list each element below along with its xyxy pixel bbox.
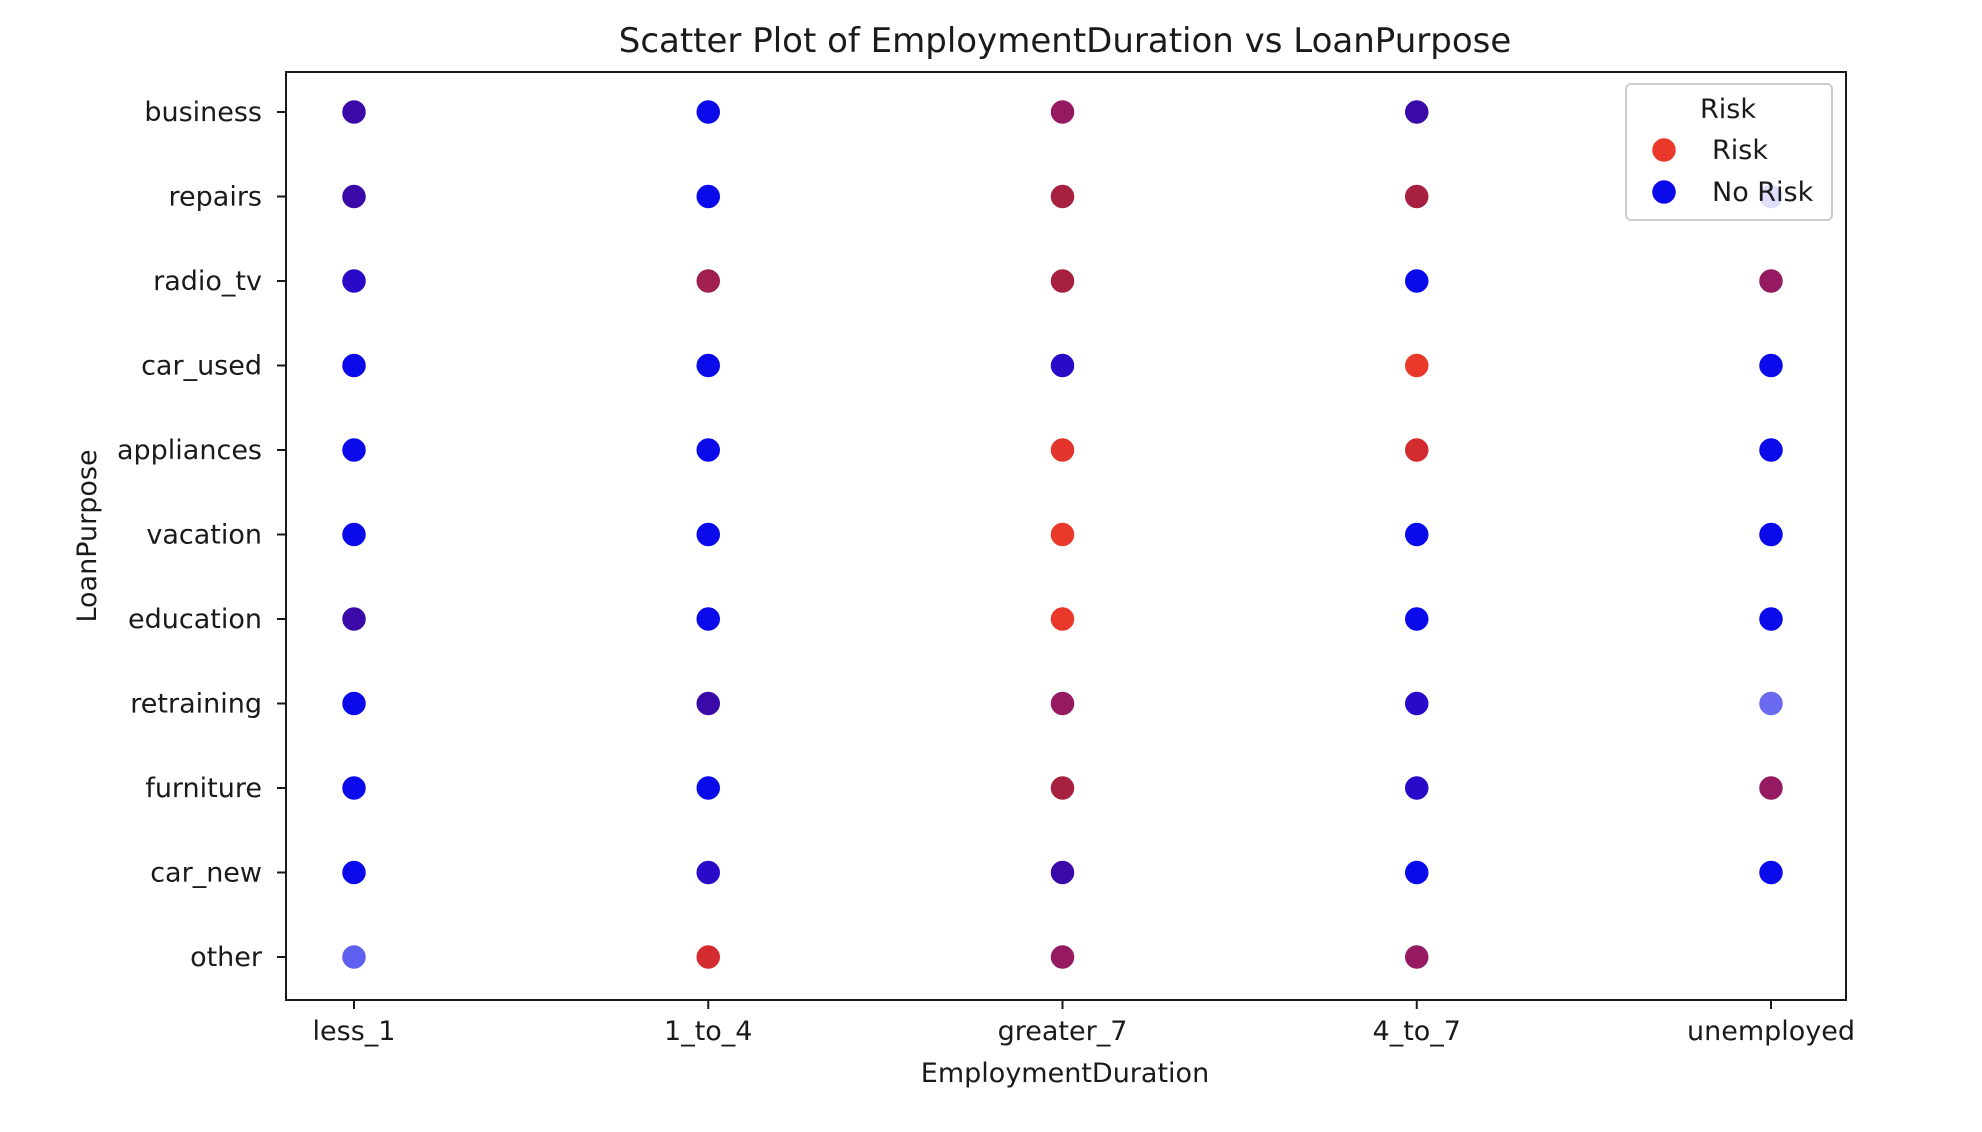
scatter-point bbox=[340, 690, 368, 717]
scatter-point bbox=[1403, 943, 1430, 971]
scatter-point bbox=[1049, 605, 1076, 633]
scatter-point bbox=[695, 859, 722, 886]
y-axis-label: LoanPurpose bbox=[72, 449, 103, 622]
scatter-point bbox=[695, 690, 722, 717]
scatter-point bbox=[1757, 521, 1785, 548]
y-tick-label: furniture bbox=[145, 773, 262, 804]
chart-title: Scatter Plot of EmploymentDuration vs Lo… bbox=[619, 21, 1512, 61]
x-tick-label: 1_to_4 bbox=[664, 1016, 752, 1047]
scatter-point bbox=[1403, 521, 1430, 548]
scatter-point bbox=[1403, 98, 1430, 126]
scatter-point bbox=[1049, 183, 1076, 210]
scatter-point bbox=[695, 605, 722, 633]
scatter-point bbox=[1403, 774, 1430, 802]
scatter-point bbox=[340, 774, 368, 802]
scatter-point bbox=[1049, 690, 1076, 717]
x-tick-label: less_1 bbox=[313, 1016, 396, 1047]
scatter-point bbox=[1403, 690, 1430, 717]
legend-label: Risk bbox=[1712, 135, 1768, 166]
scatter-point bbox=[340, 605, 368, 633]
y-tick-label: other bbox=[190, 942, 263, 973]
scatter-point bbox=[1403, 859, 1430, 886]
scatter-point bbox=[1757, 352, 1785, 379]
scatter-point bbox=[1049, 352, 1076, 379]
scatter-point bbox=[1757, 690, 1785, 717]
scatter-point bbox=[340, 183, 368, 210]
plot-frame bbox=[285, 71, 1847, 1001]
y-tick-label: radio_tv bbox=[153, 266, 262, 297]
legend-label: No Risk bbox=[1712, 177, 1814, 208]
y-axis: business repairs radio_tv car_used appliance… bbox=[117, 97, 286, 973]
scatter-point bbox=[1403, 605, 1430, 633]
scatter-point bbox=[340, 267, 368, 295]
scatter-point bbox=[1049, 267, 1076, 295]
x-tick-label: greater_7 bbox=[998, 1016, 1128, 1047]
scatter-point bbox=[340, 352, 368, 379]
legend-title: Risk bbox=[1700, 94, 1756, 125]
scatter-point bbox=[1049, 98, 1076, 126]
legend-box bbox=[1625, 83, 1833, 221]
legend: Risk Risk No Risk bbox=[1625, 83, 1833, 221]
scatter-point bbox=[340, 98, 368, 126]
scatter-point bbox=[695, 774, 722, 802]
scatter-point bbox=[1049, 521, 1076, 548]
x-axis-label: EmploymentDuration bbox=[921, 1058, 1209, 1089]
scatter-point bbox=[340, 521, 368, 548]
scatter-point bbox=[1049, 859, 1076, 886]
y-tick-label: repairs bbox=[169, 182, 262, 213]
legend-marker bbox=[1650, 136, 1678, 164]
scatter-point bbox=[695, 183, 722, 210]
y-tick-label: business bbox=[144, 97, 262, 128]
data-points bbox=[340, 98, 1785, 971]
scatter-point bbox=[340, 436, 368, 464]
y-tick-label: retraining bbox=[130, 689, 262, 720]
scatter-point bbox=[695, 436, 722, 464]
scatter-point bbox=[1403, 183, 1430, 210]
x-tick-label: unemployed bbox=[1687, 1016, 1855, 1047]
legend-marker bbox=[1650, 178, 1678, 206]
scatter-point bbox=[1757, 859, 1785, 886]
scatter-point bbox=[1049, 943, 1076, 971]
scatter-point bbox=[695, 352, 722, 379]
scatter-point bbox=[340, 859, 368, 886]
scatter-point bbox=[695, 98, 722, 126]
scatter-point bbox=[1757, 436, 1785, 464]
scatter-point bbox=[1049, 774, 1076, 802]
scatter-point bbox=[1049, 436, 1076, 464]
scatter-point bbox=[1757, 605, 1785, 633]
scatter-point bbox=[1757, 267, 1785, 295]
scatter-point bbox=[340, 943, 368, 971]
y-tick-label: car_new bbox=[150, 858, 262, 889]
scatter-point bbox=[1403, 352, 1430, 379]
scatter-point bbox=[1403, 267, 1430, 295]
y-tick-label: vacation bbox=[146, 520, 262, 551]
scatter-point bbox=[1403, 436, 1430, 464]
y-tick-label: car_used bbox=[141, 351, 262, 382]
scatter-point bbox=[695, 267, 722, 295]
y-tick-label: education bbox=[128, 604, 262, 635]
y-tick-label: appliances bbox=[117, 435, 262, 466]
scatter-point bbox=[695, 521, 722, 548]
x-tick-label: 4_to_7 bbox=[1373, 1016, 1461, 1047]
scatter-point bbox=[695, 943, 722, 971]
scatter-point bbox=[1757, 774, 1785, 802]
x-axis: less_1 1_to_4 greater_7 4_to_7 unemployed bbox=[313, 1000, 1855, 1047]
